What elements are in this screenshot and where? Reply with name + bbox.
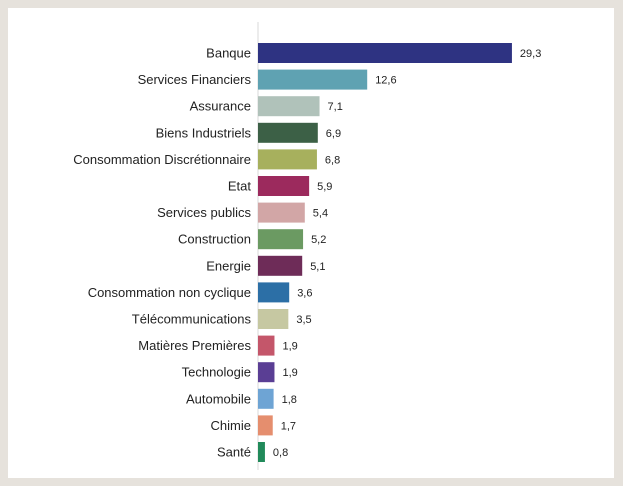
value-label: 7,1 — [328, 101, 343, 113]
category-label: Technologie — [182, 365, 251, 380]
value-label: 1,9 — [282, 341, 297, 353]
value-label: 5,2 — [311, 234, 326, 246]
category-label: Construction — [178, 232, 251, 247]
bar — [258, 43, 512, 63]
category-label: Consommation non cyclique — [88, 285, 251, 300]
value-label: 1,8 — [282, 394, 297, 406]
value-label: 29,3 — [520, 48, 541, 60]
value-label: 3,6 — [297, 287, 312, 299]
bar — [258, 282, 290, 303]
bar — [258, 335, 275, 356]
bar — [258, 122, 318, 143]
value-label: 6,9 — [326, 128, 341, 140]
category-label: Etat — [228, 179, 252, 194]
bar — [258, 388, 274, 409]
bar — [258, 96, 320, 117]
bar — [258, 255, 303, 276]
bar-chart: Banque 29,3 Services Financiers 12,6 Assuran… — [73, 22, 541, 470]
value-label: 0,8 — [273, 447, 288, 459]
value-label: 3,5 — [296, 314, 311, 326]
value-label: 5,1 — [310, 261, 325, 273]
category-label: Matières Premières — [138, 338, 251, 353]
bar — [258, 362, 275, 383]
category-label: Services Financiers — [138, 72, 252, 87]
bar — [258, 415, 273, 436]
bar-rows: Banque 29,3 Services Financiers 12,6 Assuran… — [73, 43, 541, 462]
category-label: Automobile — [186, 391, 251, 406]
category-label: Services publics — [157, 205, 251, 220]
value-label: 1,9 — [282, 367, 297, 379]
bar — [258, 229, 304, 250]
bar — [258, 69, 368, 90]
chart-panel: Banque 29,3 Services Financiers 12,6 Assuran… — [8, 8, 614, 478]
value-label: 1,7 — [281, 420, 296, 432]
bar — [258, 176, 310, 196]
category-label: Santé — [217, 445, 251, 460]
category-label: Biens Industriels — [156, 125, 252, 140]
category-label: Energie — [206, 258, 251, 273]
category-label: Chimie — [211, 418, 251, 433]
bar — [258, 202, 305, 223]
category-label: Télécommunications — [132, 312, 252, 327]
category-label: Assurance — [190, 99, 251, 114]
value-label: 5,9 — [317, 181, 332, 193]
category-label: Banque — [206, 46, 251, 61]
bar — [258, 442, 265, 462]
value-label: 12,6 — [375, 75, 396, 87]
bar — [258, 149, 317, 170]
bar — [258, 309, 289, 329]
category-label: Consommation Discrétionnaire — [73, 152, 251, 167]
value-label: 6,8 — [325, 154, 340, 166]
value-label: 5,4 — [313, 208, 328, 220]
